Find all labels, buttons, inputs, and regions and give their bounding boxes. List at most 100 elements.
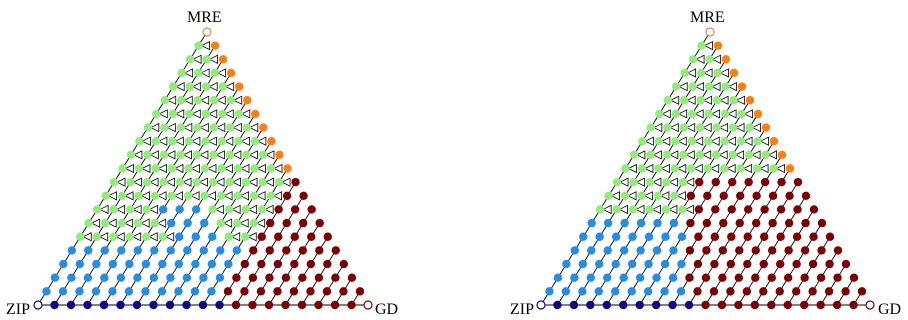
simplex-node bbox=[775, 287, 784, 296]
simplex-node bbox=[209, 150, 218, 160]
flow-arrow bbox=[214, 204, 225, 215]
simplex-node bbox=[109, 232, 118, 241]
vertex-label-top: MRE bbox=[187, 9, 222, 26]
simplex-node bbox=[800, 246, 810, 255]
simplex-node bbox=[776, 232, 785, 241]
flow-arrow bbox=[661, 109, 671, 119]
simplex-node bbox=[713, 41, 723, 50]
vertex-node bbox=[865, 300, 875, 310]
simplex-node bbox=[713, 68, 722, 78]
flow-arrow bbox=[141, 136, 151, 146]
simplex-node bbox=[266, 218, 275, 228]
flow-arrow bbox=[183, 68, 194, 78]
simplex-node bbox=[784, 246, 793, 255]
right-simplex-panel: MRE ZIP GD bbox=[510, 9, 901, 318]
simplex-node bbox=[267, 137, 276, 146]
simplex-node bbox=[92, 205, 102, 214]
flow-arrow bbox=[198, 177, 208, 187]
simplex-node bbox=[191, 232, 200, 241]
simplex-node bbox=[562, 259, 571, 269]
flow-arrow bbox=[735, 95, 745, 105]
simplex-node bbox=[670, 191, 679, 200]
simplex-node bbox=[91, 287, 101, 296]
simplex-node bbox=[768, 191, 778, 200]
simplex-node bbox=[849, 273, 859, 282]
simplex-node bbox=[226, 123, 235, 132]
simplex-node bbox=[661, 232, 670, 241]
simplex-node bbox=[652, 273, 661, 282]
simplex-node bbox=[720, 137, 729, 146]
simplex-node bbox=[663, 96, 672, 105]
simplex-node bbox=[743, 232, 752, 241]
simplex-node bbox=[58, 287, 68, 296]
simplex-node bbox=[109, 177, 119, 187]
simplex-node bbox=[175, 177, 185, 187]
flow-arrow bbox=[685, 122, 696, 133]
vertex-label-top: MRE bbox=[690, 9, 725, 26]
simplex-node bbox=[241, 177, 251, 187]
flow-arrow bbox=[149, 122, 160, 133]
flow-arrow bbox=[90, 218, 101, 228]
simplex-node bbox=[256, 287, 266, 296]
simplex-node bbox=[578, 259, 587, 269]
simplex-node bbox=[628, 232, 637, 241]
flow-arrow bbox=[693, 163, 703, 174]
simplex-node bbox=[611, 259, 620, 269]
flow-arrow bbox=[676, 191, 686, 201]
simplex-node bbox=[627, 259, 637, 269]
flow-arrow bbox=[719, 68, 729, 78]
simplex-node bbox=[257, 232, 266, 241]
flow-arrow bbox=[131, 232, 142, 242]
simplex-node bbox=[274, 177, 284, 187]
simplex-node bbox=[307, 205, 316, 214]
simplex-node bbox=[745, 96, 755, 105]
simplex-node bbox=[800, 273, 809, 282]
simplex-node bbox=[679, 123, 688, 132]
flow-arrow bbox=[158, 136, 168, 146]
simplex-node bbox=[752, 218, 761, 228]
simplex-node bbox=[712, 96, 722, 105]
simplex-node bbox=[116, 300, 125, 310]
flow-arrow bbox=[686, 95, 696, 105]
simplex-node bbox=[638, 137, 647, 146]
simplex-node bbox=[216, 218, 225, 228]
simplex-node bbox=[216, 246, 225, 255]
flow-arrow bbox=[718, 122, 729, 133]
simplex-node bbox=[680, 68, 689, 78]
simplex-node bbox=[857, 287, 867, 296]
simplex-node bbox=[553, 273, 563, 282]
simplex-node bbox=[719, 191, 728, 200]
simplex-node bbox=[586, 273, 595, 282]
simplex-node bbox=[704, 137, 713, 146]
flow-arrow bbox=[140, 218, 150, 228]
simplex-node bbox=[668, 300, 677, 310]
flow-arrow bbox=[115, 204, 126, 215]
simplex-node bbox=[183, 246, 192, 255]
arrows-layer bbox=[82, 41, 291, 242]
flow-arrow bbox=[199, 95, 210, 105]
simplex-node bbox=[753, 109, 763, 119]
simplex-node bbox=[135, 137, 144, 146]
flow-arrow bbox=[140, 191, 151, 201]
simplex-node bbox=[776, 205, 786, 214]
simplex-node bbox=[217, 137, 227, 146]
flow-arrow bbox=[602, 204, 612, 215]
simplex-node bbox=[817, 218, 827, 228]
simplex-node bbox=[184, 164, 193, 173]
simplex-node bbox=[792, 232, 802, 241]
simplex-node bbox=[200, 164, 210, 173]
simplex-node bbox=[729, 68, 739, 78]
flow-arrow bbox=[644, 163, 654, 174]
simplex-node bbox=[151, 137, 161, 146]
simplex-node bbox=[777, 177, 786, 187]
flow-arrow bbox=[216, 68, 227, 78]
simplex-node bbox=[752, 164, 762, 173]
flow-arrow bbox=[684, 204, 694, 215]
flow-arrow bbox=[239, 191, 250, 201]
flow-arrow bbox=[669, 122, 679, 133]
flow-arrow bbox=[148, 232, 158, 242]
simplex-node bbox=[653, 218, 662, 228]
simplex-node bbox=[671, 109, 680, 119]
simplex-node bbox=[736, 164, 745, 173]
simplex-node bbox=[108, 259, 118, 269]
